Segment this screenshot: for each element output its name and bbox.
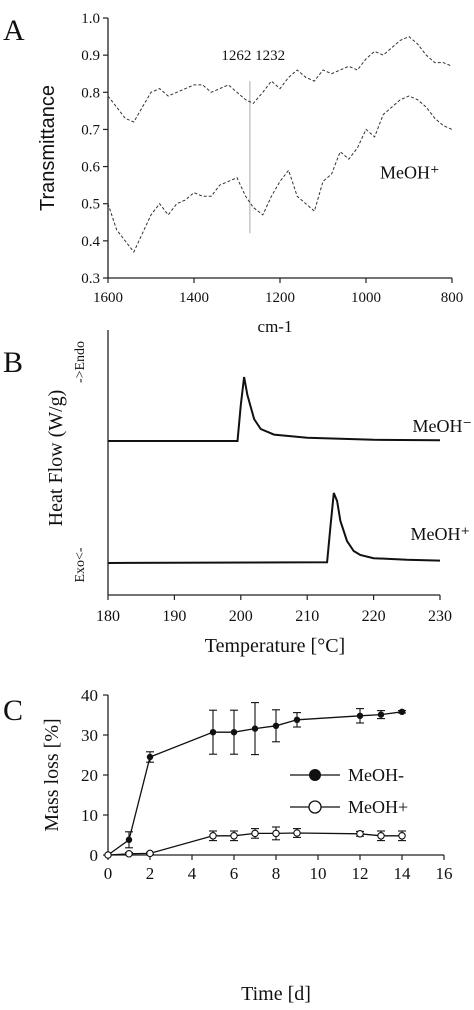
x-tick-label: 1200	[265, 290, 295, 306]
data-point	[125, 850, 133, 858]
panel-a-chart: 0.3 0.4 0.5 0.6 0.7 0.8 0.9 1.0 1600 1400 1200 1000…	[37, 11, 463, 336]
data-point	[209, 729, 217, 736]
y-tick-label: 0.7	[81, 122, 100, 138]
legend-marker-filled	[309, 769, 321, 781]
legend-label-meoh-plus: MeOH+	[348, 797, 408, 817]
data-point	[251, 725, 259, 732]
data-point	[398, 832, 406, 840]
x-tick-label: 1400	[179, 290, 209, 306]
data-point	[125, 836, 133, 843]
x-tick-label: 16	[436, 864, 453, 883]
panel-b-letter: B	[3, 346, 23, 379]
x-tick-label: 14	[394, 864, 412, 883]
data-point	[377, 832, 385, 840]
data-point	[356, 712, 364, 719]
panel-c-letter: C	[3, 694, 23, 727]
x-axis-label: Temperature [°C]	[205, 635, 345, 657]
series-label-meoh-plus: MeOH⁺	[411, 524, 471, 544]
data-point	[209, 832, 217, 840]
x-axis-label: Time [d]	[241, 983, 311, 1005]
thermogram-line-2	[107, 492, 441, 564]
exo-label: Exo<-	[73, 547, 88, 582]
x-tick-label: 0	[104, 864, 113, 883]
y-tick-label: 0	[90, 846, 99, 865]
panel-b-chart: 180 190 200 210 220 230 MeOH⁻ MeOH⁺ Heat Flow…	[45, 330, 472, 657]
data-point	[293, 829, 301, 837]
panel-c-chart: 0 10 20 30 40 0 2 4 6 8 10 12 14 16 MeOH- MeOH+ Mass …	[41, 686, 453, 1005]
data-point	[356, 830, 364, 838]
y-tick-label: 1.0	[81, 11, 100, 27]
data-point	[398, 708, 406, 715]
x-tick-label: 220	[362, 608, 386, 625]
x-tick-label: 4	[188, 864, 197, 883]
data-point	[146, 849, 154, 858]
thermogram-line-1	[108, 376, 441, 442]
y-tick-label: 20	[81, 766, 98, 785]
series-MeOH+	[104, 826, 406, 859]
y-tick-label: 0.9	[81, 48, 100, 64]
band-annotation: 1262 1232	[221, 48, 285, 64]
panel-a-letter: A	[3, 14, 25, 47]
y-tick-label: 0.5	[81, 197, 100, 213]
y-axis-label: Mass loss [%]	[41, 718, 63, 831]
y-tick-label: 0.8	[81, 85, 100, 101]
data-point	[104, 851, 112, 859]
data-point	[146, 753, 154, 761]
data-point	[293, 716, 301, 723]
x-tick-label: 2	[146, 864, 155, 883]
x-axis-label: cm-1	[258, 317, 293, 336]
y-axis-label: Heat Flow (W/g)	[45, 390, 67, 527]
series-MeOH-	[104, 702, 406, 859]
y-tick-label: 30	[81, 726, 98, 745]
legend: MeOH- MeOH+	[290, 765, 408, 817]
y-tick-label: 0.3	[81, 271, 100, 287]
data-point	[272, 829, 280, 838]
spectrum-line-2	[107, 95, 453, 253]
x-tick-label: 180	[96, 608, 120, 625]
series-label-meoh-minus: MeOH⁻	[413, 416, 473, 436]
y-tick-label: 0.4	[81, 234, 100, 250]
data-point	[272, 722, 280, 729]
series-annotation-meoh-plus: MeOH⁺	[380, 162, 440, 182]
x-tick-label: 800	[441, 290, 464, 306]
y-tick-label: 10	[81, 806, 98, 825]
data-point	[251, 829, 259, 838]
spectrum-line-1	[107, 36, 453, 123]
x-tick-label: 1600	[93, 290, 123, 306]
data-point	[230, 729, 238, 736]
x-tick-label: 12	[352, 864, 369, 883]
data-point	[230, 832, 238, 840]
x-tick-label: 10	[310, 864, 327, 883]
x-tick-label: 190	[162, 608, 186, 625]
x-tick-label: 8	[272, 864, 281, 883]
x-tick-label: 210	[295, 608, 319, 625]
y-tick-label: 40	[81, 686, 98, 705]
x-tick-label: 200	[229, 608, 253, 625]
y-axis-label: Transmittance	[37, 85, 59, 211]
x-tick-label: 6	[230, 864, 239, 883]
y-tick-label: 0.6	[81, 160, 100, 176]
legend-marker-open	[308, 800, 322, 814]
x-tick-label: 1000	[351, 290, 381, 306]
data-point	[377, 711, 385, 718]
x-tick-label: 230	[428, 608, 452, 625]
endo-label: ->Endo	[73, 341, 88, 383]
legend-label-meoh-minus: MeOH-	[348, 765, 404, 785]
